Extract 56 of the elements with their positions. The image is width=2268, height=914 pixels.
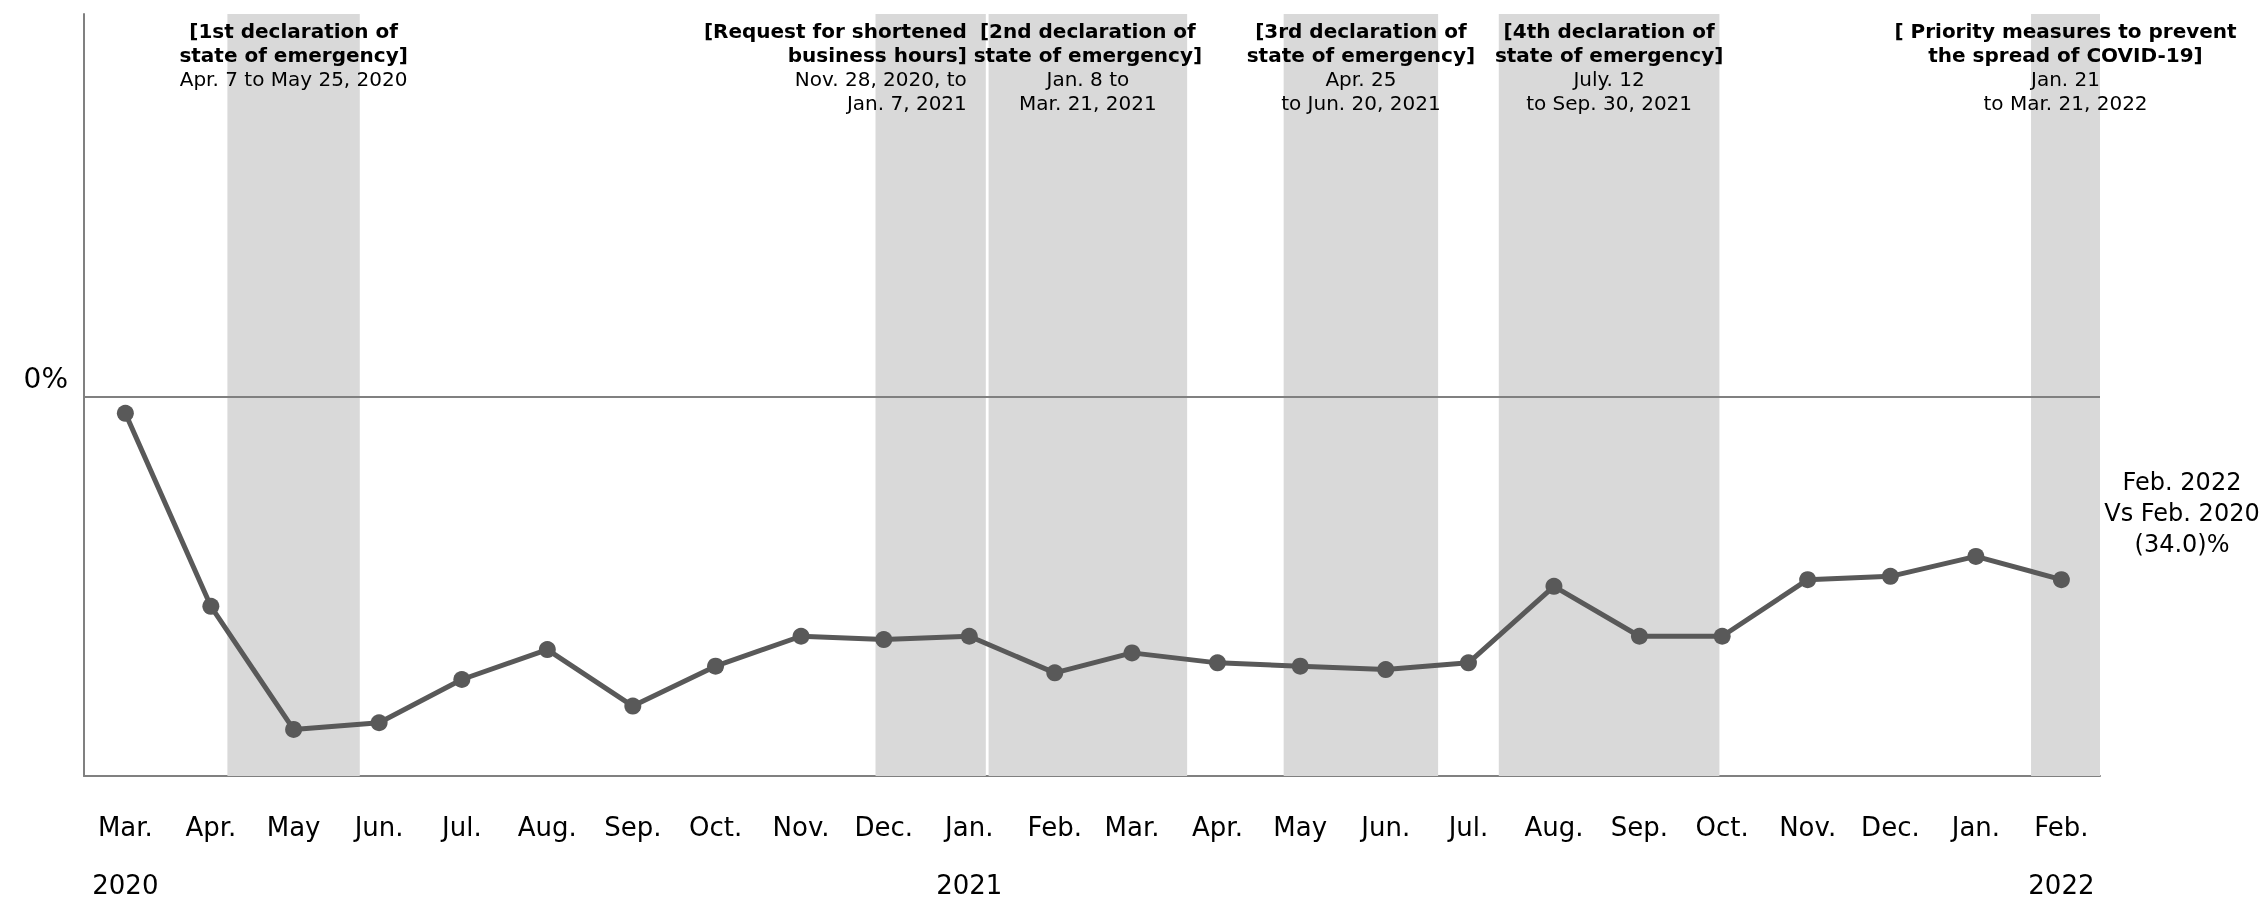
- x-tick-label: Dec.: [854, 812, 914, 842]
- point: [1459, 654, 1477, 672]
- point: [2052, 571, 2070, 589]
- x-tick-label: Oct.: [688, 812, 743, 842]
- point: [1799, 571, 1817, 589]
- band-label: [ Priority measures to prevent the spread of COVID-19] Jan. 21 to Mar. 21, 2022: [1894, 19, 2238, 115]
- x-tick-label: Dec.: [1861, 812, 1920, 842]
- x-tick-label: Mar. 2020: [92, 812, 159, 900]
- band-label: [4th declaration of state of emergency] July. 12 to Sep. 30, 2021: [1494, 19, 1724, 115]
- x-tick-label: Oct.: [1695, 812, 1749, 842]
- band-label: [Request for shortened business hours] Nov. 28, 2020, to Jan. 7, 2021: [703, 19, 967, 115]
- point: [624, 697, 642, 715]
- x-tick-label: Nov.: [772, 812, 830, 842]
- point: [202, 597, 220, 615]
- x-tick-label: Jan. 2021: [936, 812, 1003, 900]
- x-tick-label: Feb.: [1027, 812, 1082, 842]
- point: [707, 657, 725, 675]
- point: [1123, 644, 1141, 662]
- point: [1377, 661, 1395, 679]
- x-tick-label: Apr.: [185, 812, 237, 842]
- point: [1881, 567, 1899, 585]
- point: [285, 720, 303, 738]
- point: [453, 671, 471, 688]
- point: [875, 631, 893, 649]
- x-tick-label: Mar.: [1104, 812, 1160, 842]
- x-tick-label: May: [1273, 812, 1328, 842]
- point: [116, 404, 134, 422]
- band-label: [3rd declaration of state of emergency] Apr. 25 to Jun. 20, 2021: [1246, 19, 1476, 115]
- x-tick-label: Jul.: [440, 812, 482, 842]
- point: [1291, 657, 1309, 675]
- x-tick-label: Nov.: [1779, 812, 1837, 842]
- point: [1713, 627, 1731, 645]
- x-tick-label: Feb. 2022: [2028, 812, 2095, 900]
- x-tick-label: Jan.: [1949, 812, 2001, 842]
- point: [1545, 577, 1563, 595]
- point: [792, 627, 810, 645]
- x-tick-label: Apr.: [1192, 812, 1243, 842]
- point: [1046, 664, 1064, 682]
- x-tick-label: Jun.: [352, 812, 404, 842]
- x-tick-label: May: [266, 812, 321, 842]
- band-label: [2nd declaration of state of emergency] Jan. 8 to Mar. 21, 2021: [973, 19, 1203, 115]
- x-tick-label: Sep.: [1610, 812, 1669, 842]
- band-label: [1st declaration of state of emergency] Apr. 7 to May 25, 2020: [179, 19, 408, 91]
- point: [960, 627, 978, 645]
- point: [370, 714, 388, 732]
- x-tick-label: Sep.: [604, 812, 662, 842]
- point: [1209, 654, 1226, 672]
- x-tick-label: Jul.: [1446, 812, 1489, 842]
- annotation: Feb. 2022 Vs Feb. 2020 (34.0)%: [2104, 468, 2260, 559]
- text: 0%: [23, 362, 68, 396]
- x-tick-label: Aug.: [517, 812, 577, 842]
- x-tick-label: Aug.: [1524, 812, 1584, 842]
- point: [1630, 627, 1648, 645]
- point: [1967, 547, 1985, 565]
- point: [538, 641, 556, 659]
- x-tick-label: Jun.: [1359, 812, 1411, 842]
